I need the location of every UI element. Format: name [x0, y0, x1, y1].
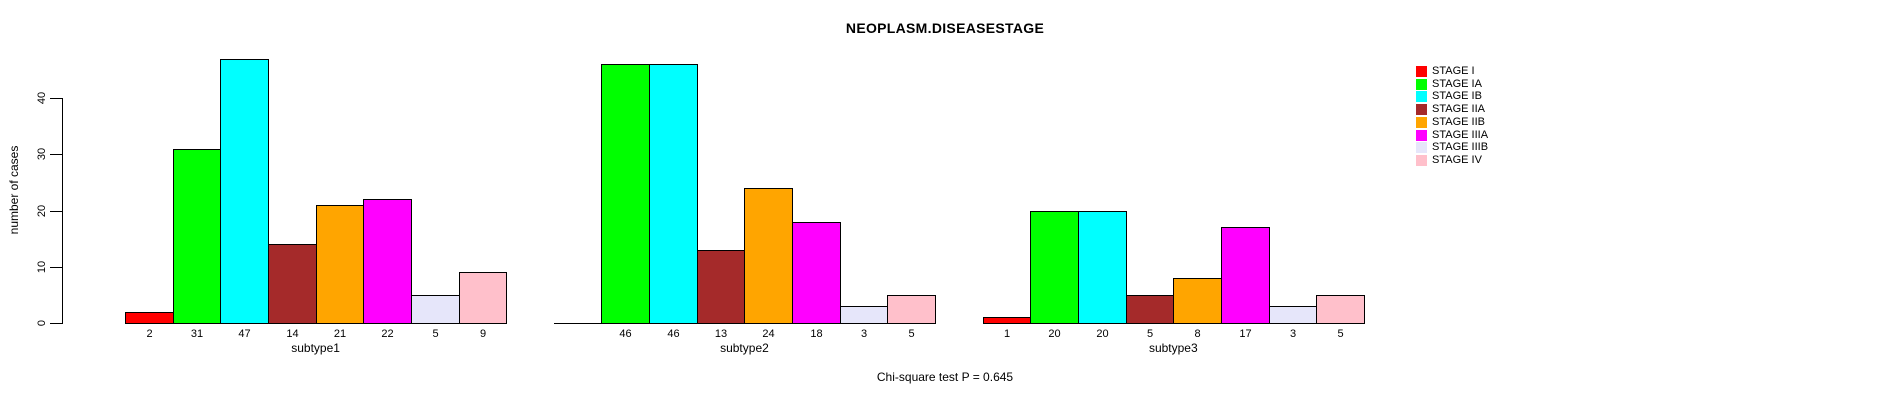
- y-axis-tick-label: 30: [36, 148, 48, 161]
- bar: [744, 188, 793, 324]
- bar: [601, 64, 650, 324]
- bar-value-label: 17: [1239, 328, 1252, 340]
- y-axis-line: [62, 98, 63, 324]
- bar: [268, 244, 317, 324]
- bar: [1221, 227, 1270, 324]
- bar: [792, 222, 841, 324]
- bar: [1126, 295, 1174, 324]
- legend-label: STAGE IIA: [1432, 103, 1485, 116]
- y-axis-tick: [50, 98, 62, 100]
- bar: [1078, 211, 1127, 324]
- y-axis-tick-label: 20: [36, 204, 48, 217]
- bar-value-label: 9: [479, 328, 487, 340]
- bar-value-label: 13: [714, 328, 728, 340]
- bar-value-label: 47: [238, 328, 251, 340]
- bar: [125, 312, 174, 324]
- y-axis-tick-label: 0: [36, 319, 48, 327]
- bar-value-label: 14: [286, 328, 299, 340]
- bar-value-label: 46: [667, 328, 680, 340]
- bar: [363, 199, 412, 324]
- bar: [316, 205, 364, 324]
- bar: [1316, 295, 1365, 324]
- legend-swatch: [1416, 129, 1427, 141]
- legend-swatch: [1416, 91, 1427, 103]
- legend-swatch: [1416, 66, 1427, 77]
- legend-label: STAGE IB: [1432, 90, 1482, 103]
- bar-value-label: 20: [1096, 328, 1109, 340]
- bar-value-label: 46: [619, 328, 632, 340]
- legend-label: STAGE IIIA: [1432, 128, 1489, 141]
- legend-swatch: [1416, 142, 1427, 154]
- bar-value-label: 3: [860, 328, 868, 340]
- bar: [1173, 278, 1222, 324]
- bar: [173, 149, 221, 324]
- bar-value-label: 20: [1048, 328, 1061, 340]
- legend-label: STAGE I: [1432, 65, 1475, 77]
- legend-label: STAGE IV: [1432, 153, 1482, 166]
- bar: [1269, 306, 1317, 324]
- legend-label: STAGE IIB: [1432, 115, 1485, 128]
- bar: [1030, 211, 1079, 324]
- bar: [887, 295, 936, 324]
- y-axis-tick-label: 40: [36, 92, 48, 105]
- zero-height-bar: [554, 323, 602, 324]
- bar-value-label: 5: [1337, 328, 1344, 340]
- bar-value-label: 2: [146, 328, 153, 340]
- bar: [983, 317, 1031, 324]
- bar-value-label: 8: [1194, 328, 1201, 340]
- x-category-label: subtype1: [291, 341, 340, 355]
- bar: [840, 306, 888, 324]
- bar-value-label: 5: [1146, 328, 1154, 340]
- x-category-label: subtype3: [1148, 341, 1198, 355]
- bar-value-label: 24: [762, 328, 775, 340]
- bar-value-label: 21: [333, 328, 347, 340]
- bar-value-label: 5: [432, 328, 439, 340]
- y-axis-tick: [50, 210, 62, 212]
- bar-value-label: 5: [908, 328, 915, 340]
- y-axis-tick: [50, 323, 62, 324]
- bar-value-label: 18: [810, 328, 823, 340]
- y-axis-tick: [50, 154, 62, 156]
- bar: [220, 59, 269, 324]
- x-category-label: subtype2: [720, 341, 769, 355]
- chart-title: NEOPLASM.DISEASESTAGE: [845, 20, 1045, 36]
- legend-swatch: [1416, 78, 1427, 90]
- legend-swatch: [1416, 154, 1427, 166]
- y-axis-title: number of cases: [7, 145, 21, 235]
- y-axis-tick-label: 10: [36, 260, 48, 273]
- bar: [649, 64, 698, 324]
- legend-swatch: [1416, 104, 1427, 116]
- bar: [411, 295, 460, 324]
- bar-value-label: 31: [190, 328, 204, 340]
- legend-label: STAGE IA: [1432, 77, 1482, 90]
- bar: [697, 250, 745, 324]
- legend-label: STAGE IIIB: [1432, 141, 1489, 154]
- bar-value-label: 3: [1289, 328, 1297, 340]
- chi-square-annotation: Chi-square test P = 0.645: [876, 370, 1014, 384]
- y-axis-tick: [50, 266, 62, 268]
- bar-value-label: 1: [1003, 328, 1011, 340]
- bar: [459, 272, 507, 324]
- legend-swatch: [1416, 116, 1427, 128]
- bar-value-label: 22: [381, 328, 394, 340]
